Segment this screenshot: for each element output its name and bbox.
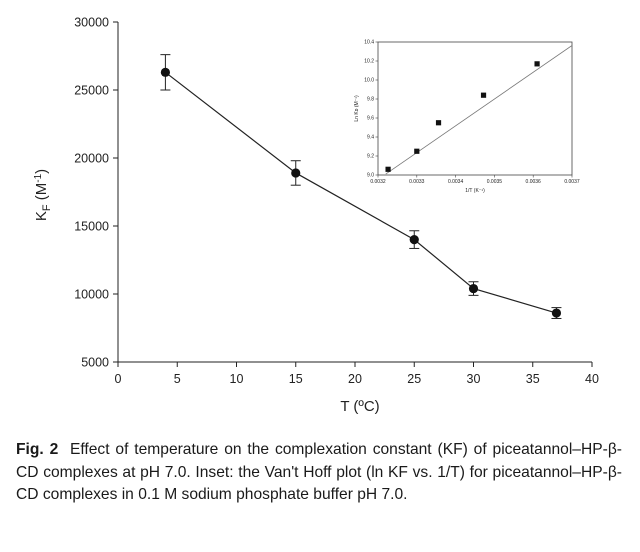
inset-data-point (414, 148, 420, 154)
y-tick-label: 20000 (74, 152, 109, 166)
x-tick-label: 35 (526, 372, 540, 386)
main-plot: 0 5 10 15 20 25 30 35 40 5000 10000 15000 20000 25000… (33, 16, 599, 416)
x-tick-label: 0 (115, 372, 122, 386)
inset-y-tick-label: 9.4 (367, 135, 374, 141)
inset-x-tick-label: 0.0032 (370, 179, 386, 185)
data-point (291, 168, 301, 178)
y-tick-label: 15000 (74, 220, 109, 234)
data-point (468, 283, 479, 294)
inset-y-tick-label: 10.0 (364, 78, 374, 84)
figure-caption: Fig. 2 Effect of temperature on the comp… (16, 439, 622, 507)
inset-y-tick-label: 9.0 (367, 173, 374, 179)
y-tick-label: 5000 (81, 356, 109, 370)
caption-text: Effect of temperature on the complexatio… (16, 441, 622, 504)
x-tick-label: 40 (585, 372, 599, 386)
inset-data-point (480, 92, 487, 98)
inset-data-point (435, 120, 442, 126)
y-tick-label: 25000 (74, 84, 109, 98)
inset-frame (377, 41, 573, 176)
inset-y-tick-label: 9.8 (367, 97, 374, 103)
figure-label: Fig. 2 (16, 441, 59, 458)
inset-x-axis-label: 1/T (K⁻¹) (465, 188, 485, 194)
inset-x-tick-label: 0.0035 (487, 179, 503, 185)
data-point (551, 308, 562, 318)
inset-y-tick-label: 10.4 (364, 40, 374, 46)
x-tick-label: 25 (407, 372, 421, 386)
data-point (409, 235, 419, 245)
inset-x-tick-label: 0.0033 (409, 179, 425, 185)
inset-y-tick-label: 9.6 (367, 116, 374, 122)
inset-data-point (534, 61, 540, 67)
kf-temperature-chart: 0 5 10 15 20 25 30 35 40 5000 10000 15000 20000 25000… (33, 16, 599, 416)
inset-data-point (385, 166, 391, 172)
inset-x-tick-label: 0.0036 (526, 179, 542, 185)
inset-x-tick-label: 0.0034 (448, 179, 464, 185)
y-axis-label: KF (M-1) (33, 169, 53, 221)
x-tick-label: 10 (230, 372, 244, 386)
x-tick-label: 20 (348, 372, 362, 386)
x-tick-label: 30 (467, 372, 481, 386)
x-tick-label: 5 (174, 372, 181, 386)
x-axis-label: T (ºC) (340, 398, 379, 415)
y-tick-label: 30000 (74, 16, 109, 30)
inset-y-axis-label: Ln Kᴅ (M⁻¹) (354, 95, 360, 122)
inset-y-tick-label: 9.2 (367, 154, 374, 160)
inset-x-tick-label: 0.0037 (564, 179, 580, 185)
y-tick-label: 10000 (74, 288, 109, 302)
inset-y-tick-label: 10.2 (364, 59, 374, 65)
inset-vant-hoff-plot: 0.0032 0.0033 0.0034 0.0035 0.0036 0.0037 9.0 9… (354, 40, 580, 194)
x-tick-label: 15 (289, 372, 303, 386)
data-point (160, 67, 170, 77)
